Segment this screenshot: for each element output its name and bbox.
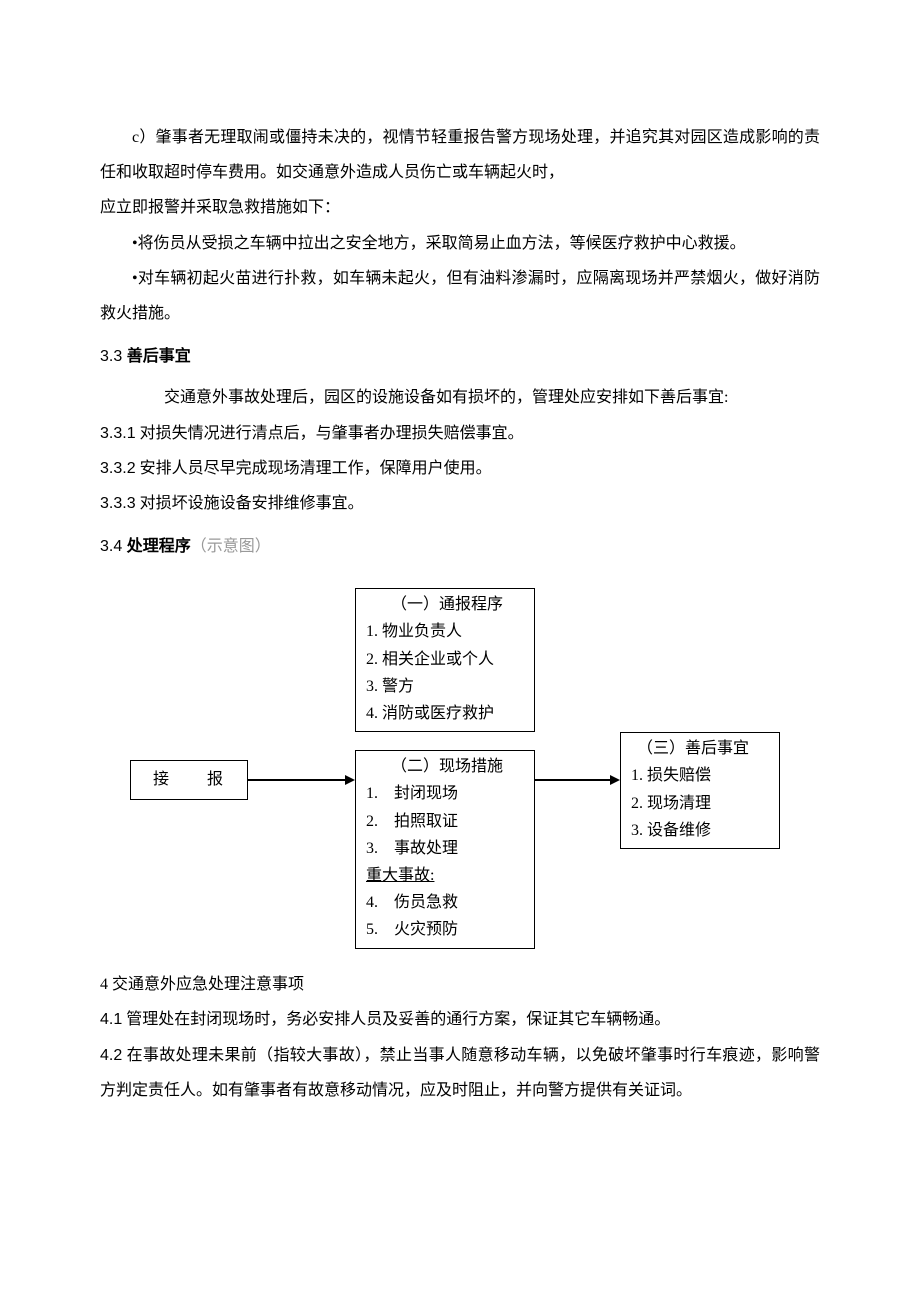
flow-item: 3. 事故处理 — [366, 835, 528, 862]
flow-node-title: （一）通报程序 — [366, 591, 528, 618]
heading-num: 3.3 — [100, 348, 122, 365]
flow-item: 2. 现场清理 — [631, 790, 773, 817]
item-4-2: 4.2 在事故处理未果前（指较大事故），禁止当事人随意移动车辆，以免破坏肇事时行… — [100, 1038, 820, 1108]
item-num: 3.3.2 — [100, 460, 136, 477]
flow-item: 3. 设备维修 — [631, 817, 773, 844]
heading-4: 4 交通意外应急处理注意事项 — [100, 967, 820, 1002]
flow-item: 3. 警方 — [366, 673, 528, 700]
flow-node-onsite: （二）现场措施 1. 封闭现场 2. 拍照取证 3. 事故处理 重大事故: 4.… — [355, 750, 535, 948]
flow-item: 1. 损失赔偿 — [631, 762, 773, 789]
item-num: 4.1 — [100, 1011, 122, 1028]
item-text: 在事故处理未果前（指较大事故），禁止当事人随意移动车辆，以免破坏肇事时行车痕迹，… — [100, 1047, 820, 1099]
heading-title: 处理程序 — [122, 538, 190, 555]
flow-subheading: 重大事故: — [366, 862, 528, 889]
flow-node-aftermath: （三）善后事宜 1. 损失赔偿 2. 现场清理 3. 设备维修 — [620, 732, 780, 849]
flow-arrow-2-head — [610, 775, 620, 785]
bullet-2: •对车辆初起火苗进行扑救，如车辆未起火，但有油料渗漏时，应隔离现场并严禁烟火，做… — [100, 261, 820, 331]
flow-item: 4. 伤员急救 — [366, 889, 528, 916]
item-text: 对损坏设施设备安排维修事宜。 — [136, 495, 364, 512]
item-3-3-2: 3.3.2 安排人员尽早完成现场清理工作，保障用户使用。 — [100, 451, 820, 486]
item-3-3-1: 3.3.1 对损失情况进行清点后，与肇事者办理损失赔偿事宜。 — [100, 416, 820, 451]
heading-title: 善后事宜 — [122, 348, 190, 365]
flow-item: 5. 火灾预防 — [366, 916, 528, 943]
para-c: c）肇事者无理取闹或僵持未决的，视情节轻重报告警方现场处理，并追究其对园区造成影… — [100, 120, 820, 190]
item-text: 对损失情况进行清点后，与肇事者办理损失赔偿事宜。 — [136, 425, 524, 442]
flow-node-report: （一）通报程序 1. 物业负责人 2. 相关企业或个人 3. 警方 4. 消防或… — [355, 588, 535, 732]
flow-node-receive: 接 报 — [130, 760, 248, 800]
heading-num: 3.4 — [100, 538, 122, 555]
flow-item: 2. 相关企业或个人 — [366, 646, 528, 673]
flow-item: 1. 物业负责人 — [366, 618, 528, 645]
heading-note: （示意图） — [191, 538, 271, 555]
flow-item: 2. 拍照取证 — [366, 808, 528, 835]
flow-item: 1. 封闭现场 — [366, 780, 528, 807]
item-3-3-3: 3.3.3 对损坏设施设备安排维修事宜。 — [100, 486, 820, 521]
flow-item: 4. 消防或医疗救护 — [366, 700, 528, 727]
para-alert: 应立即报警并采取急救措施如下： — [100, 190, 820, 225]
item-text: 安排人员尽早完成现场清理工作，保障用户使用。 — [136, 460, 492, 477]
flow-node-label: 接 报 — [153, 771, 225, 788]
flowchart-diagram: 接 报 （一）通报程序 1. 物业负责人 2. 相关企业或个人 3. 警方 4.… — [100, 582, 820, 957]
flow-arrow-1-head — [345, 775, 355, 785]
flow-arrow-1-line — [248, 779, 345, 781]
item-num: 4.2 — [100, 1047, 122, 1064]
bullet-1: •将伤员从受损之车辆中拉出之安全地方，采取简易止血方法，等候医疗救护中心救援。 — [100, 226, 820, 261]
s33-intro: 交通意外事故处理后，园区的设施设备如有损坏的，管理处应安排如下善后事宜: — [100, 380, 820, 415]
heading-3-4: 3.4 处理程序（示意图） — [100, 529, 820, 564]
item-num: 3.3.3 — [100, 495, 136, 512]
flow-arrow-2-line — [535, 779, 610, 781]
flow-node-title: （三）善后事宜 — [631, 735, 773, 762]
item-text: 管理处在封闭现场时，务必安排人员及妥善的通行方案，保证其它车辆畅通。 — [122, 1011, 670, 1028]
heading-3-3: 3.3 善后事宜 — [100, 339, 820, 374]
flow-node-title: （二）现场措施 — [366, 753, 528, 780]
item-4-1: 4.1 管理处在封闭现场时，务必安排人员及妥善的通行方案，保证其它车辆畅通。 — [100, 1002, 820, 1037]
item-num: 3.3.1 — [100, 425, 136, 442]
